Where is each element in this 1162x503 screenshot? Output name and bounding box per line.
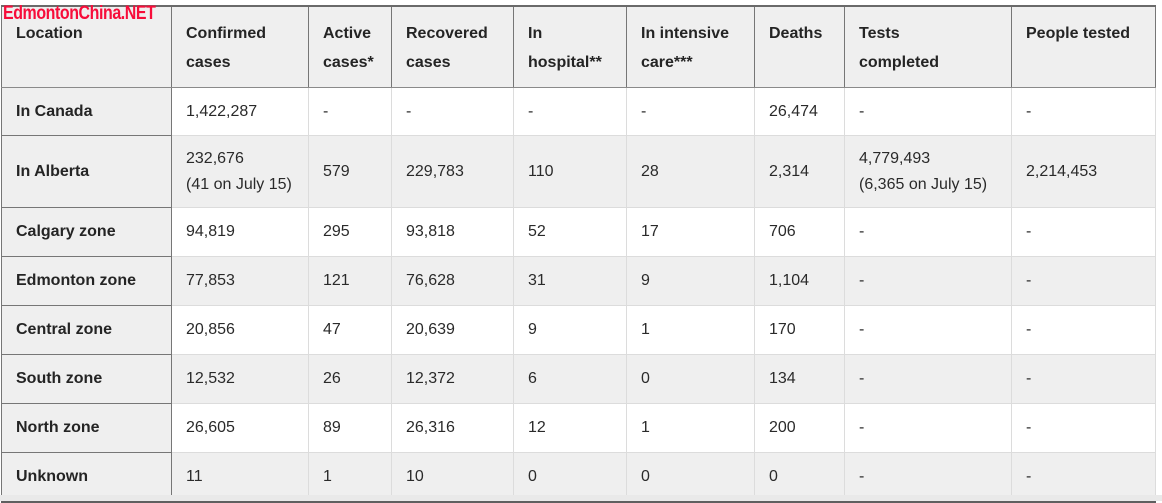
column-header-location: Location xyxy=(1,5,172,88)
table-cell: 17 xyxy=(626,207,755,257)
table-cell: - xyxy=(626,87,755,136)
table-row-edmonton-zone: Edmonton zone 77,853 121 76,628 31 9 1,1… xyxy=(1,256,1156,306)
table-cell: 579 xyxy=(308,135,392,208)
table-cell: 26 xyxy=(308,354,392,404)
table-row-in-canada: In Canada 1,422,287 - - - - 26,474 - - xyxy=(1,87,1156,136)
table-cell: 89 xyxy=(308,403,392,453)
table-cell: 12,532 xyxy=(171,354,309,404)
table-cell: 2,214,453 xyxy=(1011,135,1156,208)
table-cell: - xyxy=(1011,87,1156,136)
table-row-unknown: Unknown 11 1 10 0 0 0 - - xyxy=(1,452,1156,503)
table-cell: - xyxy=(844,256,1012,306)
covid-stats-table: Location Confirmed cases Active cases* R… xyxy=(1,5,1156,503)
table-cell: - xyxy=(844,403,1012,453)
column-header-confirmed-cases: Confirmed cases xyxy=(171,5,309,88)
table-cell: - xyxy=(844,452,1012,503)
table-cell: 10 xyxy=(391,452,514,503)
table-cell: - xyxy=(391,87,514,136)
table-cell: 12,372 xyxy=(391,354,514,404)
table-cell: 9 xyxy=(513,305,627,355)
table-cell: - xyxy=(844,207,1012,257)
row-label: In Canada xyxy=(1,87,172,136)
row-label: Calgary zone xyxy=(1,207,172,257)
table-cell: 0 xyxy=(513,452,627,503)
column-header-intensive-care: In intensive care*** xyxy=(626,5,755,88)
row-label: In Alberta xyxy=(1,135,172,208)
table-cell: - xyxy=(1011,207,1156,257)
table-cell: 1,104 xyxy=(754,256,845,306)
row-label: South zone xyxy=(1,354,172,404)
column-header-in-hospital: In hospital** xyxy=(513,5,627,88)
table-cell: 0 xyxy=(626,452,755,503)
table-cell: 0 xyxy=(754,452,845,503)
table-cell: 706 xyxy=(754,207,845,257)
table-cell: 76,628 xyxy=(391,256,514,306)
header-row: Location Confirmed cases Active cases* R… xyxy=(1,5,1156,88)
page-bottom-divider xyxy=(0,495,1162,501)
table-cell: 1 xyxy=(626,403,755,453)
column-header-deaths: Deaths xyxy=(754,5,845,88)
table-cell: 4,779,493 (6,365 on July 15) xyxy=(844,135,1012,208)
site-watermark: EdmontonChina.NET xyxy=(3,3,156,24)
table-cell: 295 xyxy=(308,207,392,257)
table-cell: 77,853 xyxy=(171,256,309,306)
table-cell: 12 xyxy=(513,403,627,453)
table-cell: 26,605 xyxy=(171,403,309,453)
table-row-in-alberta: In Alberta 232,676 (41 on July 15) 579 2… xyxy=(1,135,1156,208)
table-cell: 134 xyxy=(754,354,845,404)
table-cell: 47 xyxy=(308,305,392,355)
table-cell: 232,676 (41 on July 15) xyxy=(171,135,309,208)
table-cell: - xyxy=(1011,452,1156,503)
table-row-north-zone: North zone 26,605 89 26,316 12 1 200 - - xyxy=(1,403,1156,453)
row-label: North zone xyxy=(1,403,172,453)
table-cell: 1,422,287 xyxy=(171,87,309,136)
table-row-calgary-zone: Calgary zone 94,819 295 93,818 52 17 706… xyxy=(1,207,1156,257)
table-header: Location Confirmed cases Active cases* R… xyxy=(1,5,1156,88)
table-cell: 1 xyxy=(626,305,755,355)
column-header-people-tested: People tested xyxy=(1011,5,1156,88)
table-cell: 26,316 xyxy=(391,403,514,453)
table-cell: 20,639 xyxy=(391,305,514,355)
table-cell: 93,818 xyxy=(391,207,514,257)
table-cell: 28 xyxy=(626,135,755,208)
column-header-recovered-cases: Recovered cases xyxy=(391,5,514,88)
row-label: Edmonton zone xyxy=(1,256,172,306)
row-label: Central zone xyxy=(1,305,172,355)
table-cell: 170 xyxy=(754,305,845,355)
table-cell: - xyxy=(844,354,1012,404)
table-cell: - xyxy=(513,87,627,136)
table-cell: 26,474 xyxy=(754,87,845,136)
table-cell: 200 xyxy=(754,403,845,453)
table-cell: - xyxy=(1011,354,1156,404)
table-cell: - xyxy=(844,87,1012,136)
table-cell: - xyxy=(308,87,392,136)
column-header-active-cases: Active cases* xyxy=(308,5,392,88)
table-cell: 9 xyxy=(626,256,755,306)
table-cell: - xyxy=(1011,256,1156,306)
table-cell: 20,856 xyxy=(171,305,309,355)
table-cell: 31 xyxy=(513,256,627,306)
table-cell: - xyxy=(1011,305,1156,355)
table-cell: 121 xyxy=(308,256,392,306)
table-cell: 94,819 xyxy=(171,207,309,257)
table-body: In Canada 1,422,287 - - - - 26,474 - - I… xyxy=(1,87,1156,503)
table-cell: 2,314 xyxy=(754,135,845,208)
table-row-south-zone: South zone 12,532 26 12,372 6 0 134 - - xyxy=(1,354,1156,404)
column-header-tests-completed: Tests completed xyxy=(844,5,1012,88)
table-cell: - xyxy=(844,305,1012,355)
table-cell: 229,783 xyxy=(391,135,514,208)
table-cell: 110 xyxy=(513,135,627,208)
table-cell: 0 xyxy=(626,354,755,404)
table-row-central-zone: Central zone 20,856 47 20,639 9 1 170 - … xyxy=(1,305,1156,355)
table-cell: - xyxy=(1011,403,1156,453)
table-cell: 52 xyxy=(513,207,627,257)
table-cell: 6 xyxy=(513,354,627,404)
